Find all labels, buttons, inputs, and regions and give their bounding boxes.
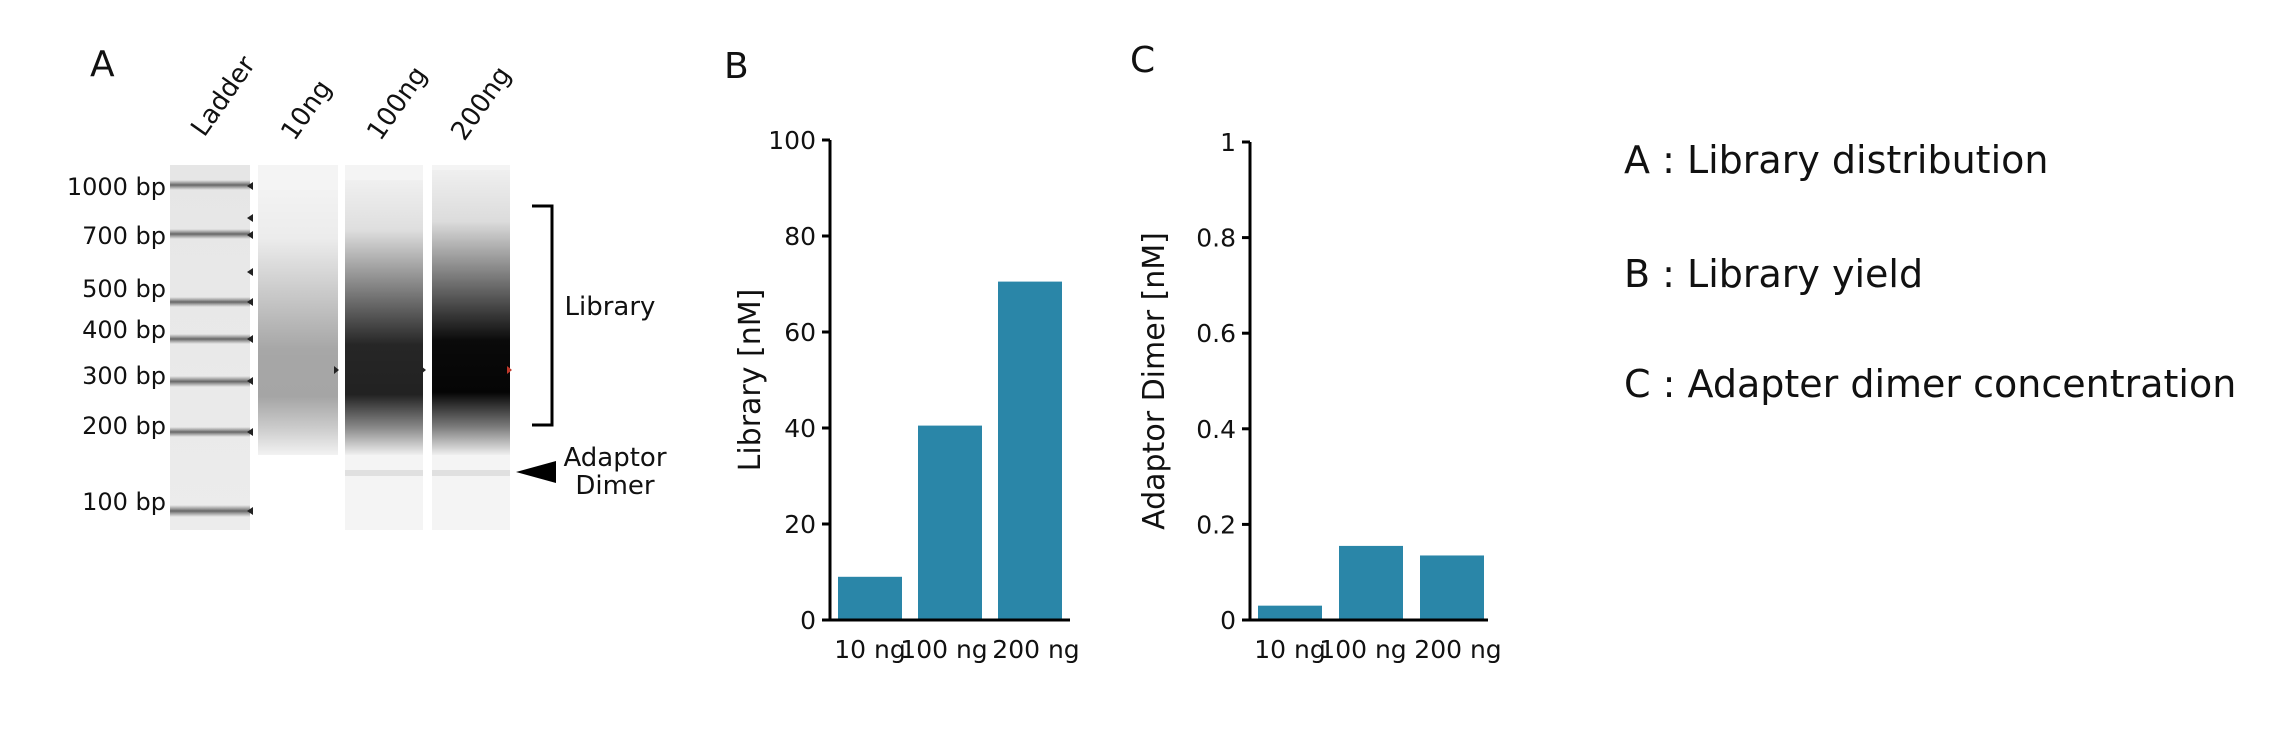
bar [1420,555,1484,620]
adaptor-band-200ng [432,470,510,476]
bar [838,576,902,620]
y-tick-label: 0 [800,606,816,635]
x-tick-label: 200 ng [1414,635,1501,664]
library-bracket [532,204,554,427]
panel-a-letter: A [90,44,115,85]
ladder-size-label: 300 bp [82,362,166,390]
x-tick-label: 10 ng [834,635,905,664]
y-axis-label: Adaptor Dimer [nM] [1137,232,1172,530]
y-tick-label: 0.4 [1196,415,1236,444]
ladder-band [170,334,250,344]
caption-c: C : Adapter dimer concentration [1624,362,2237,406]
ladder-size-label: 500 bp [82,275,166,303]
ladder-tick [247,214,253,222]
ladder-band [170,180,250,190]
y-tick-label: 100 [768,126,816,155]
y-tick-label: 20 [784,510,816,539]
ladder-band [170,297,250,307]
ladder-size-label: 700 bp [82,222,166,250]
sample-smear-100ng [345,180,423,455]
y-tick-label: 40 [784,414,816,443]
bar [998,281,1062,620]
y-tick-label: 1 [1220,128,1236,157]
x-tick-label: 100 ng [1319,635,1406,664]
y-axis-label: Library [nM] [733,289,768,472]
y-tick-label: 0.8 [1196,224,1236,253]
bar [1339,545,1403,620]
ladder-size-label: 200 bp [82,412,166,440]
ladder-tick [247,507,253,515]
lane-marker-red [507,366,512,374]
adaptor-dimer-annotation: Adaptor Dimer [560,444,670,500]
x-tick-label: 100 ng [900,635,987,664]
ladder-tick [247,182,253,190]
ladder-tick [247,428,253,436]
ladder-band [170,229,250,239]
panel-c-letter: C [1130,40,1156,81]
ladder-size-label: 400 bp [82,316,166,344]
x-tick-label: 200 ng [992,635,1079,664]
adaptor-annotation-line2: Dimer [575,471,655,501]
y-tick-label: 0.6 [1196,319,1236,348]
y-tick-label: 60 [784,318,816,347]
x-tick-label: 10 ng [1254,635,1325,664]
y-tick-label: 0 [1220,606,1236,635]
caption-b: B : Library yield [1624,252,1924,296]
ladder-tick [247,298,253,306]
y-tick-label: 80 [784,222,816,251]
sample-smear-10ng [258,190,338,455]
sample-smear-200ng [432,170,510,455]
library-annotation: Library [564,292,656,322]
y-tick-label: 0.2 [1196,510,1236,539]
ladder-band [170,376,250,387]
lane-marker [421,366,426,374]
ladder-tick [247,231,253,239]
ladder-tick [247,377,253,385]
panel-b-letter: B [724,46,749,87]
adaptor-dimer-arrow [516,461,556,483]
adaptor-band-100ng [345,470,423,476]
bar [1258,605,1322,620]
ladder-tick [247,335,253,343]
bar [918,425,982,620]
ladder-band [170,427,250,437]
gel-image [170,165,556,530]
ladder-lane [170,165,250,530]
lane-marker [334,366,339,374]
ladder-band [170,505,250,517]
ladder-size-label: 100 bp [82,488,166,516]
ladder-size-label: 1000 bp [66,173,166,201]
ladder-tick [247,268,253,276]
caption-a: A : Library distribution [1624,138,2049,182]
adaptor-annotation-line1: Adaptor [563,443,667,473]
